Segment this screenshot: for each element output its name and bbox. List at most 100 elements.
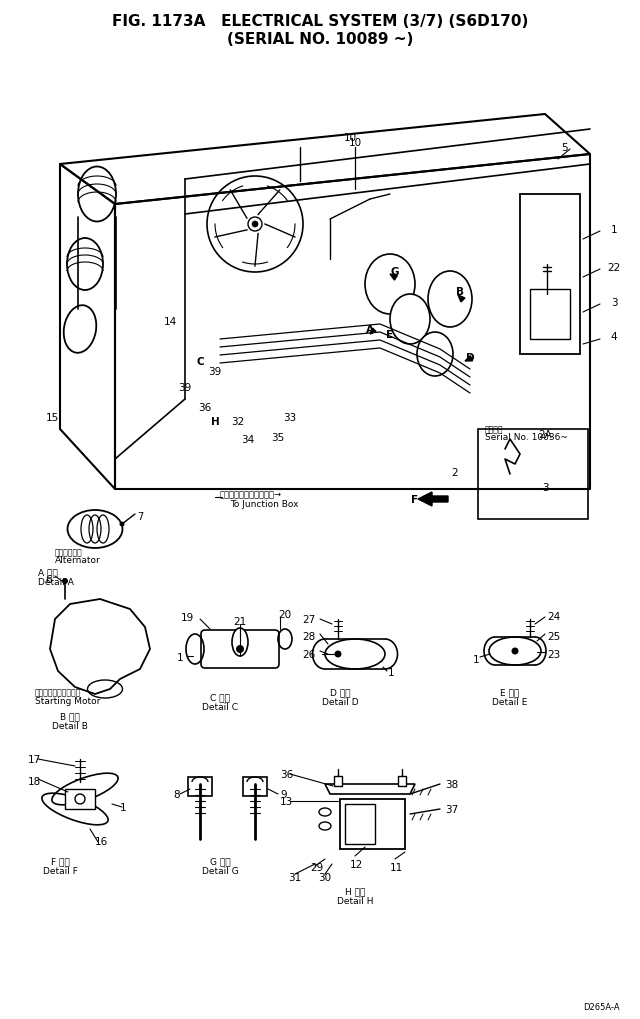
Text: Detail C: Detail C (202, 702, 238, 711)
Text: 1: 1 (120, 802, 127, 812)
Ellipse shape (417, 332, 453, 377)
Text: スターティングモータ: スターティングモータ (35, 688, 81, 696)
Text: C: C (196, 357, 204, 367)
Text: A 詳細: A 詳細 (38, 568, 58, 577)
Text: 3: 3 (541, 483, 548, 492)
Text: 23: 23 (547, 649, 560, 659)
Text: 33: 33 (284, 413, 296, 423)
Text: 3: 3 (611, 298, 618, 308)
FancyBboxPatch shape (243, 777, 267, 796)
Circle shape (236, 645, 244, 653)
Bar (530, 289, 570, 339)
Text: 34: 34 (241, 434, 255, 444)
Circle shape (120, 522, 125, 527)
Text: D 詳細: D 詳細 (330, 688, 350, 696)
Text: 4: 4 (611, 331, 618, 341)
Ellipse shape (428, 272, 472, 328)
Text: F 詳細: F 詳細 (51, 856, 69, 865)
Text: 36: 36 (280, 769, 293, 780)
Text: 6: 6 (45, 575, 52, 585)
Text: 10: 10 (344, 132, 356, 143)
Text: 20: 20 (278, 609, 292, 620)
Circle shape (62, 579, 68, 585)
Circle shape (252, 222, 258, 228)
Text: ジャンクションボックス→: ジャンクションボックス→ (220, 489, 282, 498)
Text: Alternator: Alternator (55, 555, 100, 565)
Text: A: A (366, 325, 374, 334)
Text: 19: 19 (180, 612, 194, 623)
Bar (520, 195, 580, 355)
Text: 16: 16 (95, 837, 108, 846)
Circle shape (511, 648, 518, 655)
Text: Detail A: Detail A (38, 578, 74, 586)
Text: 36: 36 (198, 403, 212, 413)
Text: 1: 1 (388, 667, 395, 678)
Text: 9: 9 (280, 790, 287, 799)
Text: Serial No. 10036~: Serial No. 10036~ (485, 433, 568, 441)
Circle shape (335, 651, 342, 658)
Text: C 詳細: C 詳細 (210, 692, 230, 701)
Bar (478, 430, 588, 520)
Text: 22: 22 (607, 263, 621, 273)
Text: G 詳細: G 詳細 (210, 856, 230, 865)
Text: F: F (412, 494, 419, 504)
Text: H: H (211, 417, 220, 427)
Bar (398, 776, 406, 787)
Text: 7: 7 (137, 512, 143, 522)
Text: E 詳細: E 詳細 (500, 688, 520, 696)
Text: 1: 1 (473, 654, 479, 664)
Text: 27: 27 (302, 614, 316, 625)
Text: 5: 5 (562, 143, 568, 153)
Text: B: B (456, 286, 464, 297)
Text: 13: 13 (280, 796, 293, 806)
Text: (SERIAL NO. 10089 ~): (SERIAL NO. 10089 ~) (227, 32, 413, 47)
Text: 18: 18 (28, 776, 41, 787)
Text: 24: 24 (547, 611, 560, 622)
Bar (340, 799, 405, 849)
Text: B 詳細: B 詳細 (60, 711, 80, 720)
Text: 17: 17 (28, 754, 41, 764)
Text: D265A-A: D265A-A (584, 1002, 620, 1011)
Text: 39: 39 (179, 382, 191, 392)
Polygon shape (465, 357, 472, 362)
Text: 31: 31 (288, 872, 301, 882)
Ellipse shape (365, 255, 415, 315)
Text: Detail G: Detail G (202, 866, 238, 875)
Polygon shape (458, 296, 465, 303)
FancyBboxPatch shape (201, 631, 279, 668)
Text: 32: 32 (232, 417, 244, 427)
Text: FIG. 1173A   ELECTRICAL SYSTEM (3/7) (S6D170): FIG. 1173A ELECTRICAL SYSTEM (3/7) (S6D1… (112, 14, 528, 29)
Text: To Junction Box: To Junction Box (230, 499, 298, 508)
Text: Detail H: Detail H (337, 896, 373, 905)
Text: Detail D: Detail D (322, 697, 358, 706)
Text: 30: 30 (318, 872, 331, 882)
Text: 2: 2 (452, 468, 458, 478)
Text: Detail E: Detail E (492, 697, 528, 706)
Text: 14: 14 (163, 317, 177, 327)
FancyBboxPatch shape (188, 777, 212, 796)
Text: オルタネータ: オルタネータ (55, 547, 83, 556)
Text: 2A: 2A (538, 430, 552, 439)
Bar (334, 776, 342, 787)
Bar (65, 790, 95, 809)
Text: D: D (466, 353, 474, 363)
Text: Starting Motor: Starting Motor (35, 696, 100, 705)
Text: 15: 15 (45, 413, 59, 423)
Text: 38: 38 (445, 780, 458, 790)
Text: 37: 37 (445, 804, 458, 814)
Text: 適用事項: 適用事項 (485, 425, 504, 433)
Text: 21: 21 (234, 616, 246, 627)
Text: 8: 8 (173, 790, 180, 799)
Text: 11: 11 (390, 862, 403, 872)
Text: G: G (391, 267, 399, 277)
Polygon shape (418, 492, 448, 506)
Ellipse shape (232, 629, 248, 656)
Text: 26: 26 (302, 649, 316, 659)
Polygon shape (370, 329, 376, 334)
Polygon shape (390, 275, 397, 281)
Text: 35: 35 (271, 433, 285, 442)
Text: E: E (387, 330, 394, 339)
Text: Detail F: Detail F (43, 866, 77, 875)
Text: 1: 1 (611, 225, 618, 234)
Text: H 詳細: H 詳細 (345, 887, 365, 895)
